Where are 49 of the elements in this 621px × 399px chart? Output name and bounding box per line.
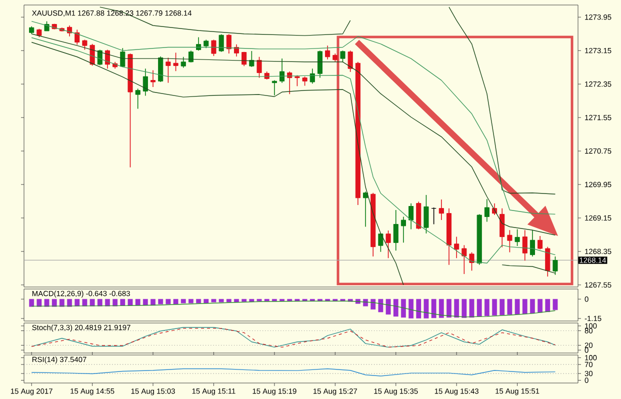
candlestick [340,50,346,63]
candlestick [484,198,490,222]
candlestick [218,34,224,52]
candlestick [135,88,140,110]
candlestick [424,194,429,234]
candlestick [82,39,88,50]
candlestick [325,45,330,60]
candlestick [249,50,254,68]
candlestick [545,246,550,277]
candlestick [408,202,414,230]
candlestick [431,207,436,225]
candlestick [393,210,398,251]
candlestick [74,29,80,46]
candlestick [469,252,474,272]
candlestick [362,191,368,228]
candlestick [226,34,232,54]
candlestick [280,58,285,84]
candlestick [158,56,164,82]
line-series [31,20,556,215]
candlestick [211,39,216,56]
candlestick [142,68,148,96]
candlestick [522,230,528,262]
candlestick [272,80,277,96]
line-series [31,368,556,376]
candlestick [150,70,156,88]
candlestick [317,50,323,78]
candlestick [530,230,535,257]
candlestick [454,236,460,259]
candlestick [386,230,391,259]
candlestick [256,56,262,78]
candlestick [507,230,512,253]
candlestick [514,228,520,246]
candlestick [400,216,406,244]
candlestick [348,50,353,72]
candlestick [196,36,202,51]
candlestick [242,51,247,66]
line-series [31,300,556,318]
candlestick [378,233,384,252]
candlestick [500,208,505,248]
candlestick [462,244,467,274]
candlestick [302,76,308,86]
candlestick [67,25,72,37]
candlestick [438,199,444,220]
candlestick [538,236,543,250]
candlestick [180,56,186,68]
candlestick [310,68,315,84]
candlestick [173,52,178,72]
candlestick [552,256,558,276]
candlestick [166,57,171,84]
